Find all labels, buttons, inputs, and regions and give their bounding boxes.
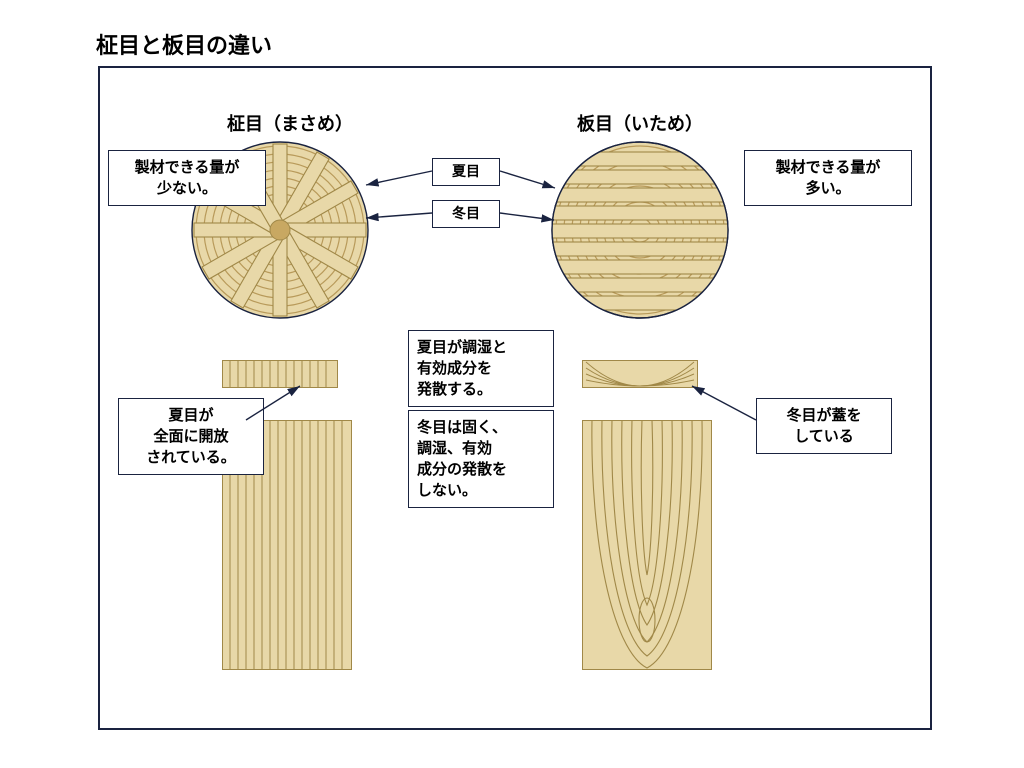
arrows-layer bbox=[0, 0, 1024, 768]
page: 柾目と板目の違い 柾目（まさめ） 板目（いため） bbox=[0, 0, 1024, 768]
